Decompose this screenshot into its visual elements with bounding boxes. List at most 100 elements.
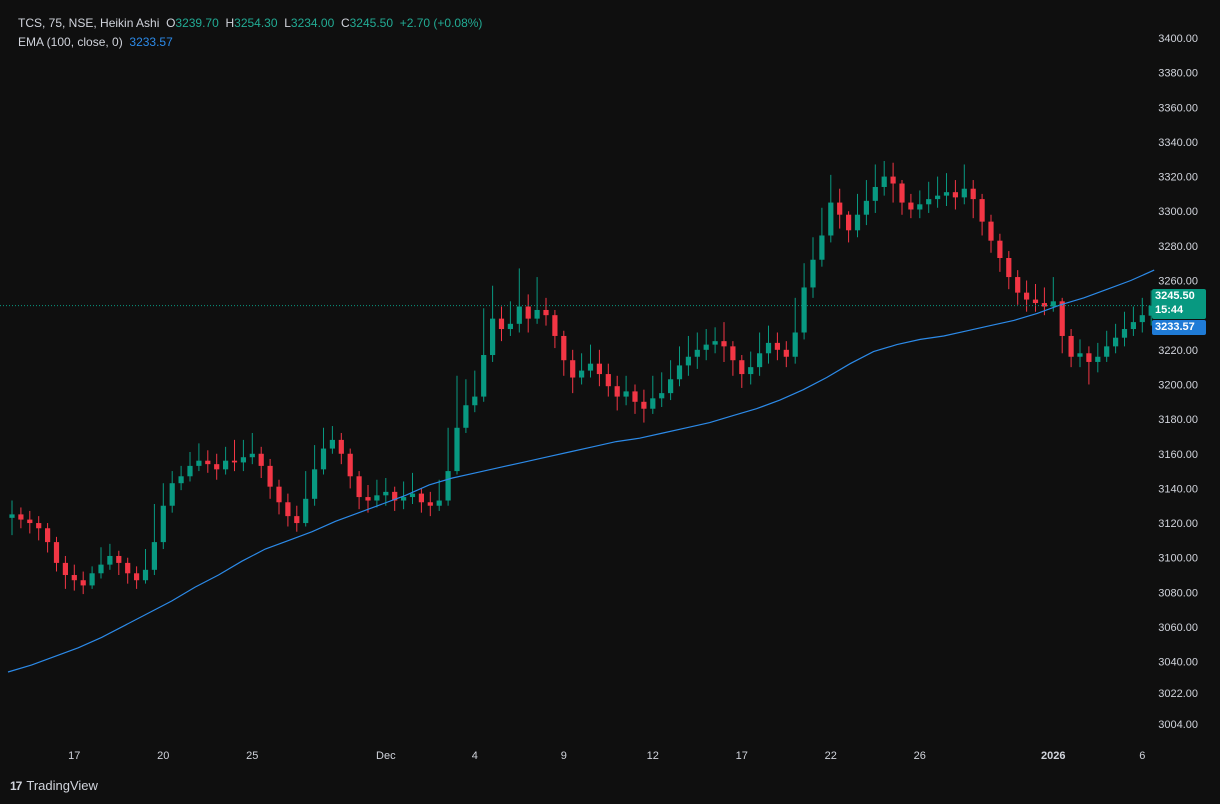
candle <box>249 432 255 465</box>
candle-body <box>223 460 229 470</box>
candle-body <box>632 391 638 402</box>
candle-body <box>196 460 202 466</box>
candle-body <box>1041 303 1047 307</box>
candle <box>374 479 380 508</box>
candle-body <box>570 360 576 378</box>
candle <box>596 349 602 387</box>
candle-body <box>312 469 318 499</box>
candle <box>454 375 460 475</box>
candle <box>169 471 175 513</box>
y-tick-label: 3040.00 <box>1158 657 1198 669</box>
y-tick-label: 3060.00 <box>1158 622 1198 634</box>
last-price-value: 3245.50 <box>1155 290 1195 302</box>
candle-body <box>205 460 211 465</box>
candle <box>579 353 585 385</box>
low-label: L <box>284 16 291 30</box>
tradingview-logo[interactable]: 17 TradingView <box>10 778 98 793</box>
candle-body <box>846 214 852 231</box>
candle <box>258 446 264 479</box>
y-tick-label: 3380.00 <box>1158 68 1198 80</box>
candle <box>899 180 905 215</box>
candle <box>178 465 184 491</box>
candle-body <box>1086 353 1092 362</box>
candle <box>1139 297 1145 333</box>
y-tick-label: 3120.00 <box>1158 518 1198 530</box>
candle <box>223 446 229 475</box>
candle <box>1059 297 1065 354</box>
candle-body <box>36 523 42 529</box>
candle <box>214 453 220 480</box>
candle-body <box>943 192 950 196</box>
candle <box>810 237 816 298</box>
candle <box>205 450 211 473</box>
candle <box>89 566 95 589</box>
x-tick-label: 20 <box>157 750 169 762</box>
candle <box>703 329 709 361</box>
candle-body <box>712 341 718 345</box>
candle <box>53 536 60 572</box>
candle-body <box>1095 356 1101 362</box>
candle-body <box>53 542 60 563</box>
candle <box>356 471 362 510</box>
candle <box>409 472 416 504</box>
candle <box>712 327 718 354</box>
candle <box>801 263 807 340</box>
candle <box>445 427 451 506</box>
candle <box>436 479 442 511</box>
candle-body <box>89 573 95 586</box>
candle <box>668 360 674 401</box>
x-tick-label: 22 <box>825 750 837 762</box>
ema-label[interactable]: EMA (100, close, 0) <box>18 35 123 49</box>
candle-body <box>908 202 914 210</box>
y-tick-label: 3080.00 <box>1158 587 1198 599</box>
candle-body <box>810 259 816 288</box>
candle-body <box>552 315 558 336</box>
y-tick-label: 3200.00 <box>1158 379 1198 391</box>
candle <box>151 503 157 576</box>
symbol-title[interactable]: TCS, 75, NSE, Heikin Ashi <box>18 16 160 30</box>
candle-body <box>961 188 967 198</box>
candle <box>9 500 15 536</box>
candle-body <box>659 393 665 399</box>
candle <box>828 174 834 243</box>
candle-body <box>409 493 416 498</box>
candle-body <box>1104 346 1110 357</box>
candle <box>641 389 647 423</box>
candle <box>979 193 985 236</box>
candle <box>338 432 344 465</box>
candle-body <box>872 186 878 201</box>
candle-body <box>703 344 709 350</box>
candle <box>570 349 576 394</box>
candle <box>507 301 513 336</box>
candle-body <box>62 562 68 576</box>
candle <box>881 160 887 196</box>
candle <box>276 479 282 515</box>
candle-body <box>240 457 246 463</box>
candle <box>872 164 878 213</box>
candle-body <box>685 356 691 366</box>
candles-layer <box>9 160 1154 595</box>
candle <box>71 564 77 591</box>
candle-body <box>650 398 656 409</box>
y-tick-label: 3280.00 <box>1158 241 1198 253</box>
candle-body <box>534 309 540 319</box>
candle-body <box>1068 335 1074 357</box>
ema-price-tag: 3233.57 <box>1152 320 1206 335</box>
candle-body <box>970 188 976 200</box>
candle <box>792 297 798 364</box>
candle-body <box>71 575 77 581</box>
candle-body <box>320 448 327 470</box>
candle-body <box>27 519 33 524</box>
candle-body <box>418 493 424 503</box>
candle <box>1086 346 1092 385</box>
high-label: H <box>225 16 235 30</box>
x-axis: 17 20 25 Dec 4 9 12 17 22 26 2026 6 <box>68 750 1145 762</box>
candle <box>196 443 202 472</box>
candle <box>347 448 353 489</box>
candle-body <box>614 386 620 397</box>
candle <box>534 277 540 324</box>
candle <box>1024 280 1030 312</box>
candle-body <box>1006 258 1012 278</box>
